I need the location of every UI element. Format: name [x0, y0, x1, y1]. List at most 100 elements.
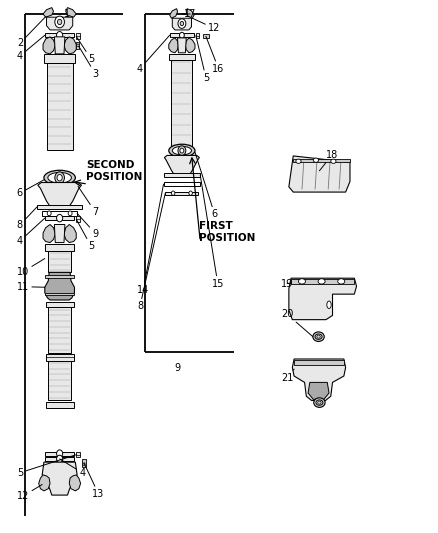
Text: 6: 6 — [17, 180, 44, 198]
Text: 9: 9 — [77, 213, 99, 239]
Text: SECOND
POSITION: SECOND POSITION — [86, 159, 142, 182]
Polygon shape — [169, 38, 178, 53]
Text: 8: 8 — [17, 207, 37, 230]
Text: 5: 5 — [196, 36, 209, 83]
Text: 4: 4 — [17, 35, 45, 61]
Text: 2: 2 — [17, 17, 46, 48]
Polygon shape — [289, 278, 357, 320]
Ellipse shape — [57, 19, 62, 25]
Bar — [45, 451, 74, 456]
Ellipse shape — [55, 172, 64, 183]
Bar — [45, 33, 74, 37]
Polygon shape — [69, 475, 81, 491]
Text: 9: 9 — [174, 364, 180, 373]
Polygon shape — [64, 37, 76, 54]
Text: FIRST
POSITION: FIRST POSITION — [199, 221, 256, 243]
Polygon shape — [172, 18, 191, 30]
Ellipse shape — [296, 159, 301, 164]
Bar — [76, 33, 80, 39]
Bar — [169, 54, 195, 60]
Ellipse shape — [313, 158, 318, 163]
Bar — [82, 459, 86, 467]
Ellipse shape — [178, 146, 186, 156]
Bar — [203, 34, 209, 38]
Text: 19: 19 — [281, 279, 293, 288]
Text: 17: 17 — [182, 9, 197, 19]
Polygon shape — [289, 156, 350, 192]
Polygon shape — [164, 156, 199, 174]
Ellipse shape — [47, 211, 51, 216]
Polygon shape — [54, 37, 65, 54]
Text: 10: 10 — [17, 259, 45, 277]
Text: 21: 21 — [281, 369, 294, 383]
Bar — [45, 244, 74, 251]
Ellipse shape — [57, 31, 63, 39]
Text: 14: 14 — [137, 184, 163, 295]
Bar — [171, 60, 192, 150]
Text: 16: 16 — [206, 36, 225, 74]
Ellipse shape — [317, 335, 320, 338]
Text: 12: 12 — [192, 18, 220, 34]
Bar — [196, 33, 199, 38]
Text: 4: 4 — [137, 35, 170, 74]
Ellipse shape — [55, 16, 64, 28]
Bar — [45, 216, 74, 220]
Bar — [45, 457, 74, 461]
Text: 12: 12 — [17, 484, 42, 501]
Text: 5: 5 — [76, 219, 94, 251]
Ellipse shape — [318, 401, 321, 404]
Bar — [37, 205, 82, 208]
Polygon shape — [170, 9, 177, 18]
Bar — [163, 173, 200, 176]
Ellipse shape — [172, 147, 191, 155]
Ellipse shape — [180, 148, 184, 153]
Bar — [76, 451, 80, 457]
Ellipse shape — [313, 332, 324, 342]
Bar — [170, 33, 194, 37]
Bar — [46, 354, 74, 361]
Ellipse shape — [180, 33, 184, 38]
Text: 15: 15 — [200, 175, 224, 288]
Ellipse shape — [318, 279, 325, 284]
Ellipse shape — [189, 191, 192, 195]
Polygon shape — [308, 382, 329, 399]
Text: 20: 20 — [281, 309, 313, 337]
Ellipse shape — [83, 463, 85, 466]
Polygon shape — [43, 7, 53, 17]
Text: 5: 5 — [17, 455, 76, 478]
Bar — [291, 279, 354, 284]
Bar — [45, 275, 74, 278]
Polygon shape — [186, 9, 194, 18]
Polygon shape — [38, 182, 81, 206]
Text: 6: 6 — [195, 152, 218, 220]
Bar — [45, 293, 74, 295]
Polygon shape — [177, 38, 186, 53]
Bar — [76, 42, 79, 49]
Ellipse shape — [57, 174, 62, 181]
Ellipse shape — [57, 450, 63, 457]
Ellipse shape — [180, 21, 184, 26]
Bar — [165, 191, 198, 195]
Text: 5: 5 — [76, 36, 94, 64]
Text: 3: 3 — [79, 46, 99, 79]
Ellipse shape — [331, 159, 336, 164]
Ellipse shape — [77, 44, 79, 47]
Ellipse shape — [327, 301, 331, 309]
Bar — [76, 216, 80, 222]
Ellipse shape — [171, 191, 175, 195]
Ellipse shape — [315, 334, 322, 340]
Text: 18: 18 — [319, 150, 338, 171]
Ellipse shape — [314, 398, 325, 407]
Text: 4: 4 — [17, 218, 45, 246]
Polygon shape — [42, 462, 77, 495]
Ellipse shape — [57, 455, 63, 463]
Polygon shape — [46, 17, 73, 30]
Text: 11: 11 — [17, 282, 45, 292]
Bar — [294, 360, 344, 366]
Polygon shape — [66, 7, 76, 17]
Text: 8: 8 — [137, 193, 165, 311]
Bar — [46, 402, 74, 408]
Polygon shape — [64, 224, 76, 243]
Ellipse shape — [48, 172, 71, 183]
Ellipse shape — [57, 214, 63, 222]
